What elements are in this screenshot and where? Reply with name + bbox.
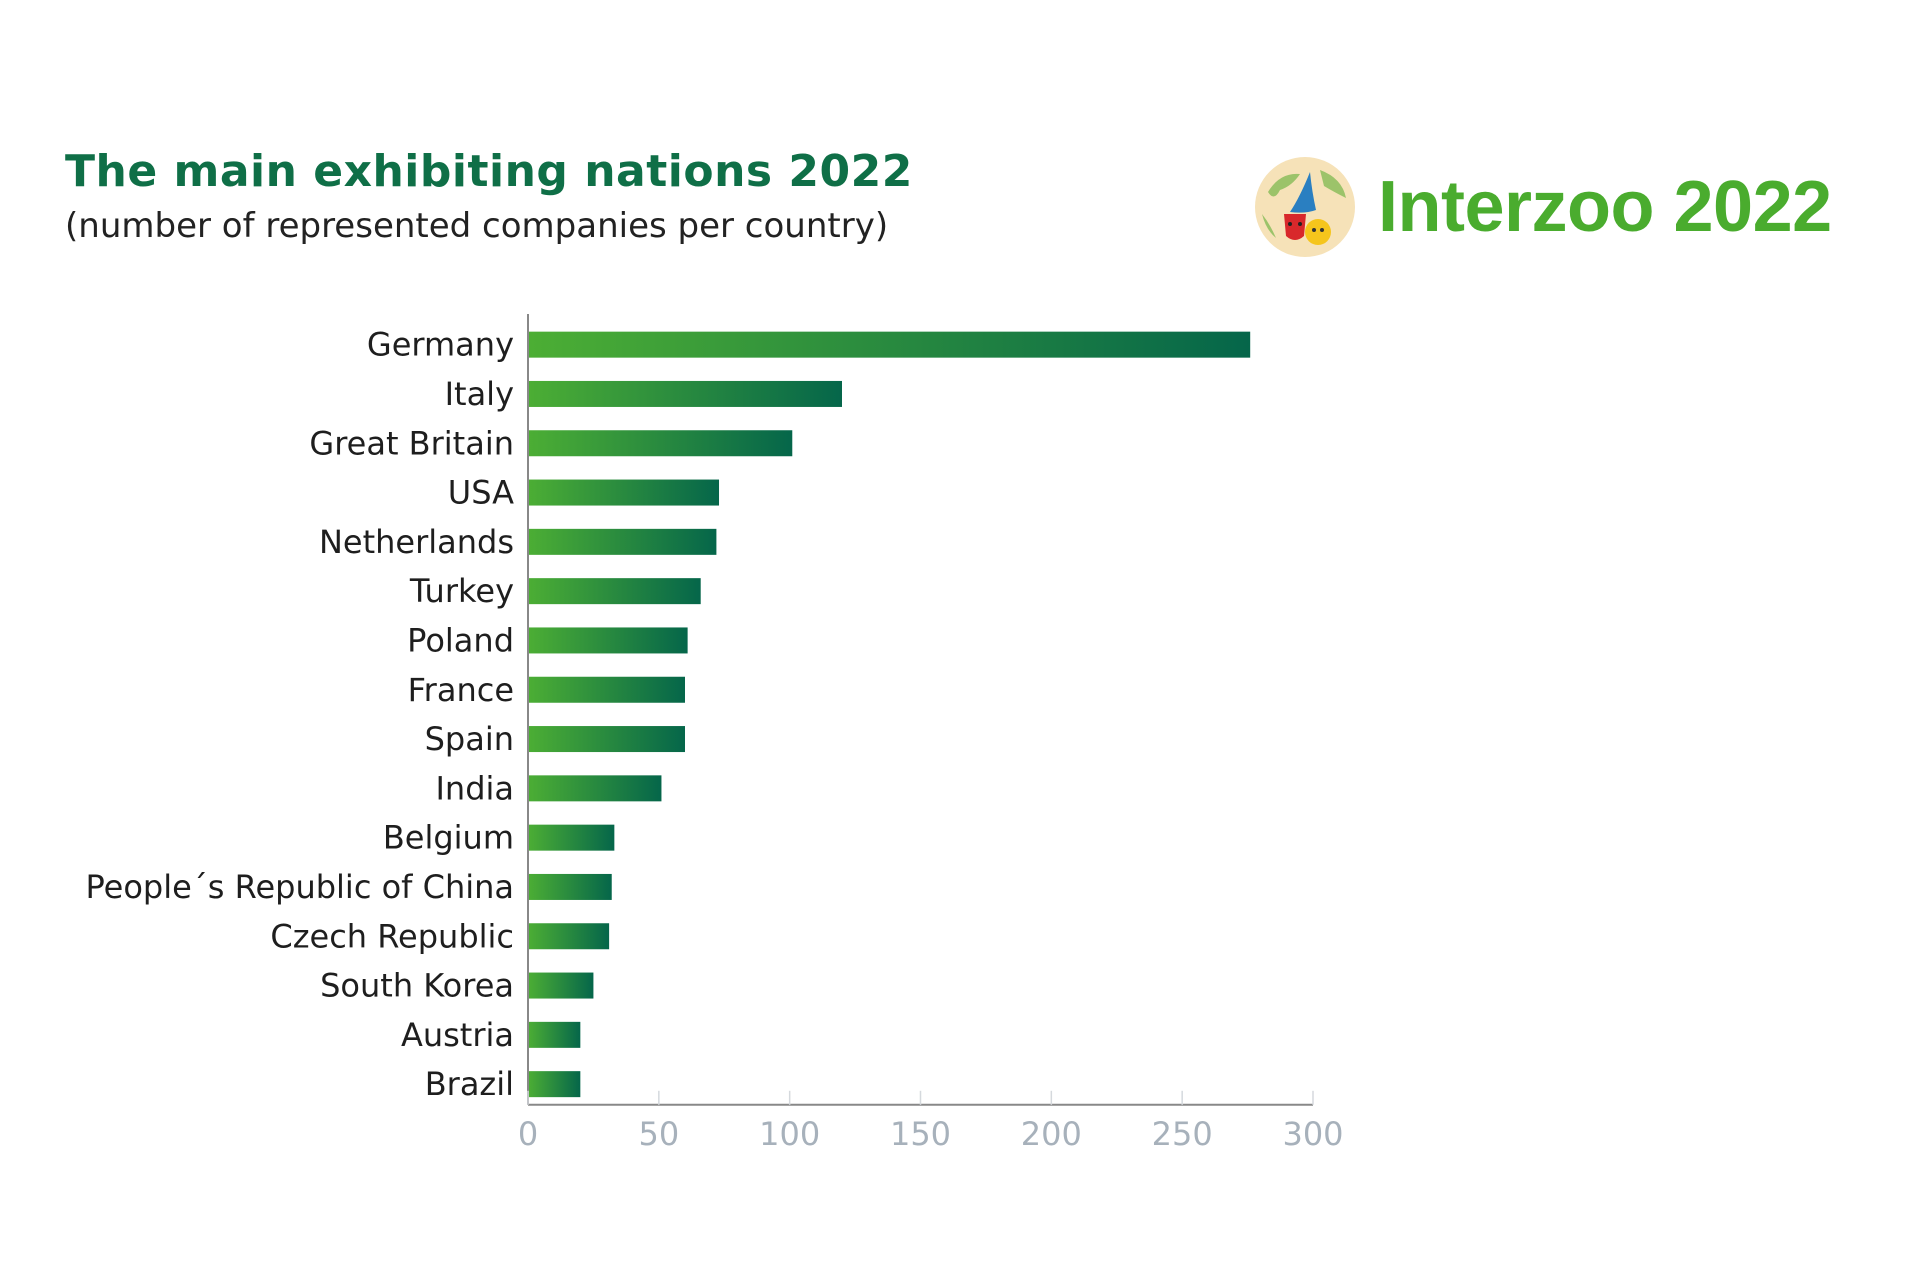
category-label: Turkey bbox=[409, 572, 514, 610]
chart-subtitle: (number of represented companies per cou… bbox=[65, 206, 889, 246]
bar-turkey bbox=[528, 578, 701, 605]
x-tick-label: 150 bbox=[890, 1115, 951, 1153]
chart-title: The main exhibiting nations 2022 bbox=[65, 146, 913, 197]
x-tick-label: 0 bbox=[518, 1115, 538, 1153]
x-tick-label: 50 bbox=[638, 1115, 679, 1153]
bar-poland bbox=[528, 627, 688, 654]
category-labels: Germany Italy Great Britain USA Netherlands T… bbox=[85, 326, 514, 1104]
bar-brazil bbox=[528, 1071, 581, 1098]
category-label: USA bbox=[448, 474, 514, 512]
bar-people-s-republic-of-china bbox=[528, 873, 612, 900]
bar-netherlands bbox=[528, 528, 717, 555]
bar-austria bbox=[528, 1021, 581, 1048]
category-label: Italy bbox=[445, 375, 514, 413]
bar-italy bbox=[528, 380, 842, 407]
bar-great-britain bbox=[528, 430, 793, 457]
bar-belgium bbox=[528, 824, 615, 851]
category-label: Great Britain bbox=[309, 424, 514, 462]
category-label: Belgium bbox=[383, 819, 514, 857]
category-label: People´s Republic of China bbox=[85, 868, 514, 906]
bar-south-korea bbox=[528, 972, 594, 999]
category-label: Netherlands bbox=[319, 523, 514, 561]
category-label: Spain bbox=[425, 720, 514, 758]
brand-block: Interzoo 2022 bbox=[1250, 152, 1870, 262]
bar-germany bbox=[528, 331, 1251, 358]
bar-chart: Germany Italy Great Britain USA Netherlands T… bbox=[85, 314, 1344, 1153]
category-label: Germany bbox=[367, 326, 514, 364]
x-tick-label: 250 bbox=[1152, 1115, 1213, 1153]
category-label: South Korea bbox=[320, 967, 514, 1005]
category-label: France bbox=[408, 671, 514, 709]
axes: 0 50 100 150 200 250 300 bbox=[518, 314, 1344, 1153]
x-tick-label: 200 bbox=[1021, 1115, 1082, 1153]
category-label: Poland bbox=[407, 621, 514, 659]
brand-name: Interzoo 2022 bbox=[1378, 167, 1832, 247]
bar-spain bbox=[528, 726, 685, 753]
category-label: India bbox=[435, 769, 514, 807]
bar-india bbox=[528, 775, 662, 802]
bar-france bbox=[528, 676, 685, 703]
category-label: Czech Republic bbox=[270, 917, 514, 955]
x-tick-label: 300 bbox=[1282, 1115, 1343, 1153]
x-tick-label: 100 bbox=[759, 1115, 820, 1153]
category-label: Austria bbox=[401, 1016, 514, 1054]
category-label: Brazil bbox=[425, 1065, 514, 1103]
bars-layer bbox=[528, 331, 1251, 1098]
bar-czech-republic bbox=[528, 923, 610, 950]
interzoo-globe-logo-icon bbox=[1255, 157, 1355, 257]
bar-usa bbox=[528, 479, 720, 506]
